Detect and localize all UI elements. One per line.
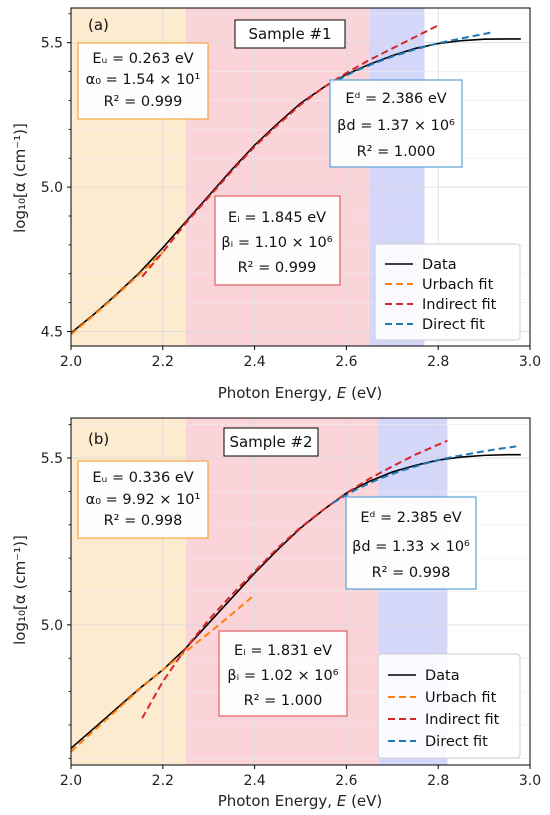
x-tick-label: 3.0 [519,773,541,789]
fit-parameter-text: R² = 0.999 [104,94,183,110]
fit-parameter-box-urbach [77,42,209,120]
fit-parameter-box-direct [345,496,477,590]
x-axis-label-part: E [337,792,347,810]
x-axis-label-part: Photon Energy, [218,792,337,810]
fit-parameter-box-urbach [77,460,209,539]
sample-title: Sample #1 [248,25,331,43]
fit-parameter-text: R² = 0.998 [372,565,451,581]
series-line-direct-fit [332,445,517,504]
x-tick-label: 2.0 [60,354,82,370]
y-axis-label: log₁₀[α (cm⁻¹)] [11,123,29,233]
fit-parameter-text: Eᵢ = 1.831 eV [234,643,332,659]
legend-label: Urbach fit [425,690,497,706]
legend-box [374,243,521,341]
chart-panel-b: 2.0 2.2 2.4 2.6 2.8 3.0 5.0 5.5 (b) Sample #2 Eᵤ =… [11,417,541,810]
x-tick-label: 2.4 [243,354,265,370]
fit-parameter-text: R² = 1.000 [244,693,323,709]
sample-title-box [234,19,346,49]
fit-parameter-text: βᵢ = 1.02 × 10⁶ [227,668,338,684]
legend-label: Direct fit [422,317,485,333]
series-group [71,24,521,336]
fit-parameter-text: R² = 1.000 [357,144,436,160]
sample-title-box [223,427,319,457]
x-tick-label: 2.2 [152,773,174,789]
fit-parameter-text: βᵢ = 1.10 × 10⁶ [221,235,332,251]
legend-label: Direct fit [425,734,488,750]
x-tick-label: 2.6 [335,773,357,789]
legend-label: Indirect fit [425,712,500,728]
fit-parameter-text: α₀ = 9.92 × 10¹ [86,492,201,508]
legend-label: Data [425,668,460,684]
fit-parameter-text: Eᵤ = 0.336 eV [92,470,193,486]
series-line-urbach-fit [71,594,256,753]
y-tick-label: 5.5 [41,36,63,52]
x-tick-label: 2.8 [427,773,449,789]
y-axis-label: log₁₀[α (cm⁻¹)] [11,535,29,645]
fit-parameter-text: Eᵤ = 0.263 eV [92,51,193,67]
series-line-urbach-fit [71,251,164,336]
x-tick-label: 2.0 [60,773,82,789]
y-tick-label: 5.0 [41,180,63,196]
plot-frame [70,7,531,347]
legend-box [377,653,521,759]
panel-tag: (b) [88,430,109,448]
fit-parameter-text: α₀ = 1.54 × 10¹ [86,72,201,88]
shaded-region [185,8,370,346]
panel-tag: (a) [88,16,109,34]
fit-parameter-text: Eᵈ = 2.385 eV [360,510,461,526]
fit-parameter-text: R² = 0.998 [104,513,183,529]
fit-parameter-text: βd = 1.33 × 10⁶ [352,539,470,555]
fit-parameter-text: βd = 1.37 × 10⁶ [337,118,455,134]
series-line-direct-fit [336,31,494,82]
legend-label: Urbach fit [422,277,494,293]
x-tick-label: 3.0 [519,354,541,370]
fit-parameter-text: Eᵈ = 2.386 eV [345,91,446,107]
fit-parameter-box-direct [329,79,463,168]
y-tick-label: 5.5 [41,451,63,467]
fit-parameter-box-indirect [218,630,348,717]
series-line-data [71,38,521,334]
chart-panel-a: 2.0 2.2 2.4 2.6 2.8 3.0 4.5 5.0 5.5 (a) Sample #1 E… [11,7,541,402]
x-tick-label: 2.6 [335,354,357,370]
x-tick-label: 2.8 [427,354,449,370]
x-axis-label-part: (eV) [346,792,382,810]
y-tick-label: 4.5 [41,325,63,341]
y-tick-label: 5.0 [41,618,63,634]
x-axis-label-part: E [337,384,347,402]
fit-parameter-box-indirect [214,195,341,286]
sample-title: Sample #2 [229,433,312,451]
x-axis-label-part: (eV) [346,384,382,402]
x-tick-label: 2.2 [152,354,174,370]
x-axis-label: Photon Energy, E (eV) [218,384,383,402]
series-line-indirect-fit [141,439,448,719]
x-tick-label: 2.4 [243,773,265,789]
legend-label: Data [422,257,457,273]
fit-parameter-text: R² = 0.999 [238,260,317,276]
fit-parameter-text: Eᵢ = 1.845 eV [228,210,326,226]
x-axis-label: Photon Energy, E (eV) [218,792,383,810]
series-group [71,439,521,753]
x-axis-label-part: Photon Energy, [218,384,337,402]
legend-label: Indirect fit [422,297,497,313]
